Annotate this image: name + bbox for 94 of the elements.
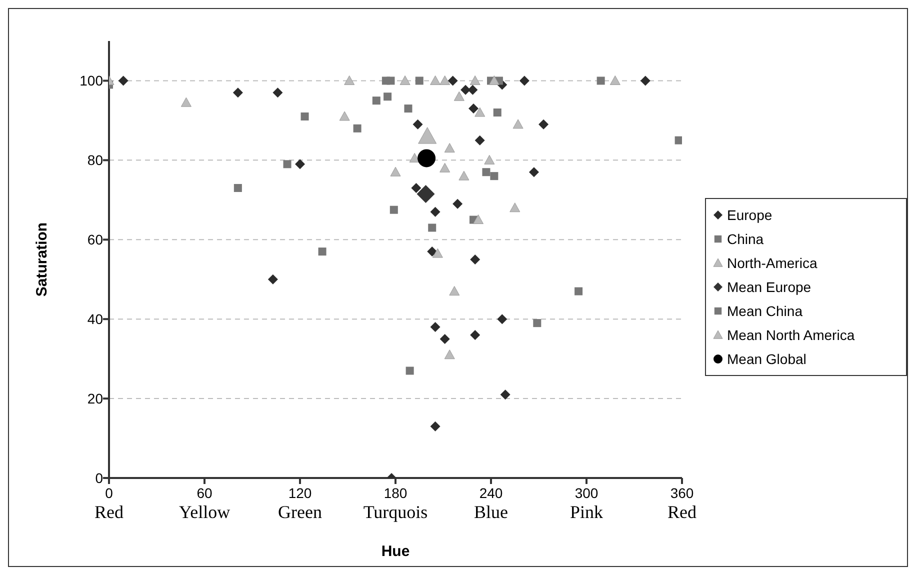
point — [432, 248, 443, 258]
legend-label: Mean China — [727, 302, 802, 320]
point — [510, 202, 520, 212]
x-tick-label: 300 Pink — [570, 485, 604, 522]
y-tick-label: 100 — [80, 72, 104, 89]
point — [339, 111, 350, 121]
point — [674, 136, 682, 144]
legend-label: China — [727, 230, 764, 248]
point — [430, 421, 440, 432]
point — [418, 127, 437, 144]
point — [473, 214, 484, 224]
point — [452, 198, 463, 209]
point — [430, 322, 440, 332]
point — [404, 104, 412, 113]
point — [448, 76, 458, 86]
point — [528, 167, 539, 178]
point — [234, 184, 242, 192]
x-tick-label: 360 Red — [668, 485, 696, 522]
point — [430, 75, 441, 85]
y-axis-title: Saturation — [33, 222, 50, 297]
x-tick-label: 240 Blue — [474, 485, 508, 522]
point — [444, 143, 455, 153]
point — [418, 149, 436, 168]
point — [440, 162, 450, 172]
point — [574, 287, 583, 296]
point — [415, 76, 424, 85]
point — [468, 104, 478, 114]
x-tick-label: 0 Red — [94, 485, 124, 522]
point — [300, 112, 309, 120]
point — [268, 274, 278, 284]
point — [180, 97, 192, 107]
point — [295, 159, 305, 170]
legend-label: Mean Global — [727, 350, 806, 368]
legend-label: Europe — [727, 206, 772, 225]
point — [460, 84, 471, 95]
point — [412, 119, 423, 130]
point — [386, 76, 395, 85]
point — [232, 88, 243, 98]
point — [519, 76, 530, 86]
point — [482, 168, 490, 176]
point — [372, 96, 380, 105]
point — [390, 166, 401, 176]
point — [490, 172, 498, 180]
point — [353, 124, 362, 132]
point — [272, 88, 283, 98]
point — [440, 334, 450, 344]
point — [533, 319, 542, 328]
point — [470, 330, 480, 340]
point — [497, 314, 508, 324]
point — [596, 76, 605, 85]
point — [283, 160, 292, 168]
point — [400, 75, 410, 85]
legend-label: Mean Europe — [727, 278, 812, 297]
point — [488, 75, 500, 85]
point — [118, 76, 128, 86]
point — [538, 119, 549, 130]
point — [474, 135, 485, 146]
point — [384, 92, 392, 101]
point — [416, 184, 435, 203]
point — [428, 224, 436, 232]
point — [430, 206, 440, 217]
y-tick-label: 60 — [87, 232, 104, 248]
point — [411, 182, 422, 193]
x-tick-label: 180 Turquois — [363, 485, 428, 522]
point — [474, 107, 486, 117]
point — [427, 246, 438, 257]
point — [449, 286, 460, 296]
x-axis-title: Hue — [381, 543, 410, 560]
point — [454, 91, 464, 101]
x-tick-label: 60 Yellow — [178, 485, 230, 522]
point — [318, 248, 326, 256]
x-tick-label: 120 Green — [278, 485, 322, 522]
point — [610, 75, 620, 85]
legend-label: North-America — [727, 254, 818, 272]
point — [640, 76, 650, 86]
point — [458, 170, 470, 180]
point — [440, 75, 450, 85]
y-tick-label: 80 — [87, 152, 104, 168]
point — [500, 390, 510, 400]
point — [344, 75, 355, 85]
legend-label: Mean North America — [727, 326, 855, 344]
point — [406, 366, 414, 375]
point — [468, 84, 478, 95]
point — [512, 119, 524, 129]
y-tick-label: 0 — [95, 470, 104, 486]
point — [493, 108, 502, 117]
point — [390, 206, 398, 214]
y-tick-label: 20 — [87, 390, 104, 407]
point — [470, 75, 480, 85]
point — [484, 154, 495, 164]
point — [470, 254, 480, 264]
y-tick-label: 40 — [87, 311, 104, 328]
point — [409, 152, 420, 162]
point — [444, 350, 455, 360]
